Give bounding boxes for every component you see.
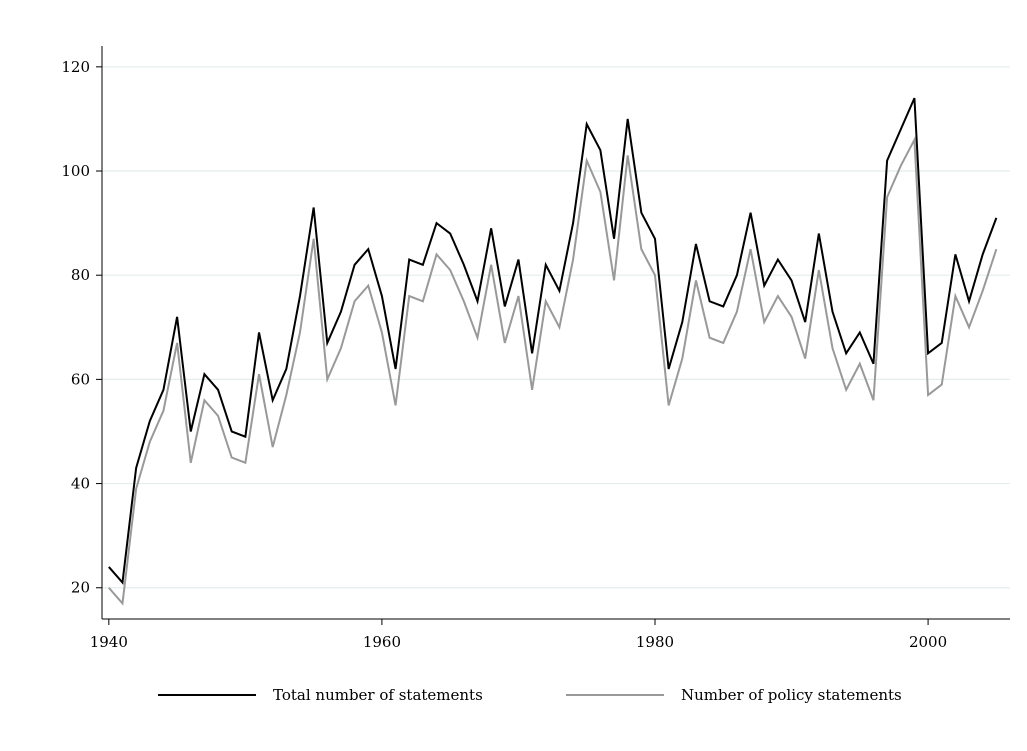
y-tick-label: 40 bbox=[71, 475, 90, 493]
series-line-total bbox=[108, 97, 998, 585]
x-tick-label: 2000 bbox=[909, 633, 947, 651]
legend-label-total: Total number of statements bbox=[273, 686, 483, 704]
y-tick-label: 80 bbox=[71, 266, 90, 284]
y-tick-label: 120 bbox=[61, 58, 90, 76]
y-tick-label: 100 bbox=[61, 162, 90, 180]
gridlines bbox=[102, 66, 1010, 589]
series-lines bbox=[108, 97, 998, 606]
y-tick-label: 60 bbox=[71, 370, 90, 388]
legend: Total number of statements Number of pol… bbox=[158, 686, 902, 704]
legend-label-policy: Number of policy statements bbox=[681, 686, 902, 704]
x-tick-label: 1940 bbox=[90, 633, 128, 651]
y-tick-label: 20 bbox=[71, 579, 90, 597]
series-line-policy bbox=[108, 136, 998, 606]
x-tick-label: 1960 bbox=[363, 633, 401, 651]
x-tick-label: 1980 bbox=[636, 633, 674, 651]
x-axis-ticks: 1940 1960 1980 2000 bbox=[90, 619, 947, 651]
y-axis-ticks: 20 40 60 80 100 120 bbox=[61, 58, 102, 597]
